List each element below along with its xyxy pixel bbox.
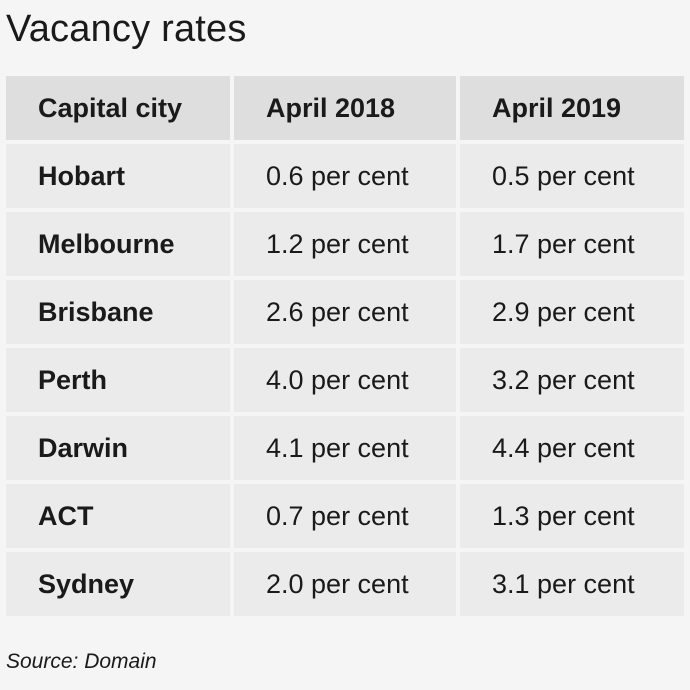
- source-note: Source: Domain: [6, 650, 157, 673]
- table-cell-city: Brisbane: [6, 280, 230, 344]
- table-cell-2018: 4.1 per cent: [234, 416, 456, 480]
- header-april-2018: April 2018: [234, 76, 456, 140]
- table-cell-city: Perth: [6, 348, 230, 412]
- table-cell-2019: 0.5 per cent: [460, 144, 684, 208]
- table-cell-city: Darwin: [6, 416, 230, 480]
- table-cell-2019: 4.4 per cent: [460, 416, 684, 480]
- table-cell-2019: 3.2 per cent: [460, 348, 684, 412]
- page-title: Vacancy rates: [6, 8, 247, 50]
- table-cell-city: ACT: [6, 484, 230, 548]
- table-cell-city: Melbourne: [6, 212, 230, 276]
- table-cell-2019: 3.1 per cent: [460, 552, 684, 616]
- header-capital-city: Capital city: [6, 76, 230, 140]
- header-april-2019: April 2019: [460, 76, 684, 140]
- table-cell-2018: 0.6 per cent: [234, 144, 456, 208]
- table-cell-2018: 2.0 per cent: [234, 552, 456, 616]
- table-cell-2019: 1.3 per cent: [460, 484, 684, 548]
- table-cell-2019: 2.9 per cent: [460, 280, 684, 344]
- table-cell-2019: 1.7 per cent: [460, 212, 684, 276]
- table-cell-city: Hobart: [6, 144, 230, 208]
- table-cell-2018: 2.6 per cent: [234, 280, 456, 344]
- table-cell-city: Sydney: [6, 552, 230, 616]
- vacancy-table: Capital city April 2018 April 2019 Hobar…: [6, 76, 684, 616]
- table-cell-2018: 4.0 per cent: [234, 348, 456, 412]
- table-cell-2018: 0.7 per cent: [234, 484, 456, 548]
- table-cell-2018: 1.2 per cent: [234, 212, 456, 276]
